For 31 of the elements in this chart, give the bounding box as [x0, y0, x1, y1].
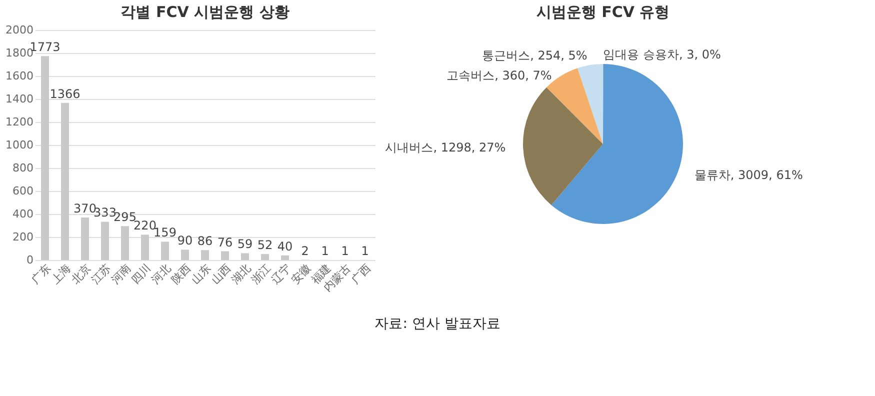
slice-label: 물류차, 3009, 61% — [694, 168, 803, 182]
data-label: 59 — [237, 237, 253, 252]
chart-title: 각별 FCV 시범운행 상황 — [120, 3, 290, 21]
data-label: 1 — [321, 244, 329, 258]
data-label: 90 — [177, 234, 193, 248]
text: 자료: 연사 발표자료 — [374, 315, 502, 333]
y-tick-label: 1400 — [6, 92, 34, 106]
slice-label: 임대용 승용차, 3, 0% — [603, 47, 721, 62]
y-tick-label: 200 — [12, 230, 34, 244]
slice-label: 시내버스, 1298, 27% — [385, 140, 506, 155]
slice-label: 고속버스, 360, 7% — [446, 68, 552, 83]
y-tick-label: 600 — [12, 184, 34, 198]
data-label: 1366 — [50, 86, 80, 101]
slice-label: 통근버스, 254, 5% — [482, 48, 588, 63]
data-label: 40 — [277, 239, 293, 254]
data-label: 1 — [361, 244, 369, 258]
data-label: 370 — [74, 201, 96, 216]
data-label: 2 — [301, 244, 309, 258]
y-tick-label: 1200 — [6, 116, 34, 128]
y-tick-label: 400 — [12, 208, 34, 220]
y-tick-label: 800 — [12, 162, 34, 174]
data-label: 1 — [341, 244, 349, 258]
y-tick-label: 0 — [26, 254, 34, 266]
y-tick-label: 2000 — [6, 24, 34, 36]
chart-title: 시범운행 FCV 유형 — [536, 3, 670, 21]
data-label: 76 — [217, 235, 233, 250]
data-label: 52 — [257, 238, 273, 252]
y-tick-label: 1000 — [6, 138, 34, 152]
data-label: 86 — [197, 234, 213, 248]
x-tick-label: 上海 — [48, 262, 74, 287]
y-tick-label: 1600 — [6, 70, 34, 82]
